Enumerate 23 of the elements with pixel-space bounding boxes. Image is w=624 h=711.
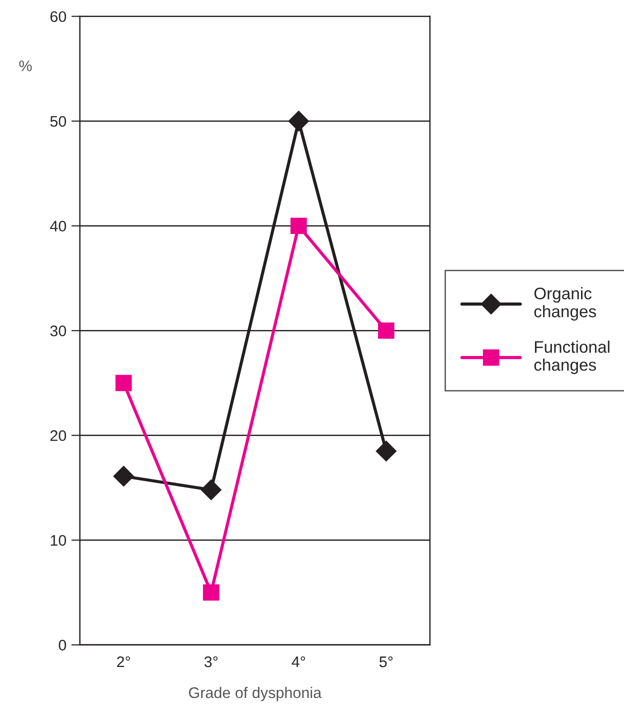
x-tick-label: 5° <box>379 656 393 668</box>
x-tick-label: 3° <box>204 656 218 668</box>
legend-label: Organic changes <box>534 287 596 321</box>
y-tick-label: 50 <box>50 116 66 127</box>
y-axis-title: % <box>19 60 32 72</box>
y-tick-label: 0 <box>58 640 66 651</box>
legend-label: Functional changes <box>534 340 610 374</box>
x-axis-title: Grade of dysphonia <box>189 686 322 702</box>
y-tick-label: 20 <box>50 430 66 442</box>
x-tick-label: 4° <box>292 656 306 668</box>
point <box>378 322 394 339</box>
point <box>202 584 220 601</box>
point <box>113 466 134 487</box>
y-tick-label: 60 <box>50 11 66 22</box>
point <box>376 440 397 462</box>
point <box>290 218 307 234</box>
x-tick-label: 2° <box>117 656 130 668</box>
y-tick-label: 40 <box>50 220 66 232</box>
point <box>115 374 132 392</box>
point <box>200 480 222 500</box>
y-tick-label: 30 <box>50 325 66 336</box>
y-tick-label: 10 <box>50 534 66 546</box>
point <box>288 110 310 132</box>
